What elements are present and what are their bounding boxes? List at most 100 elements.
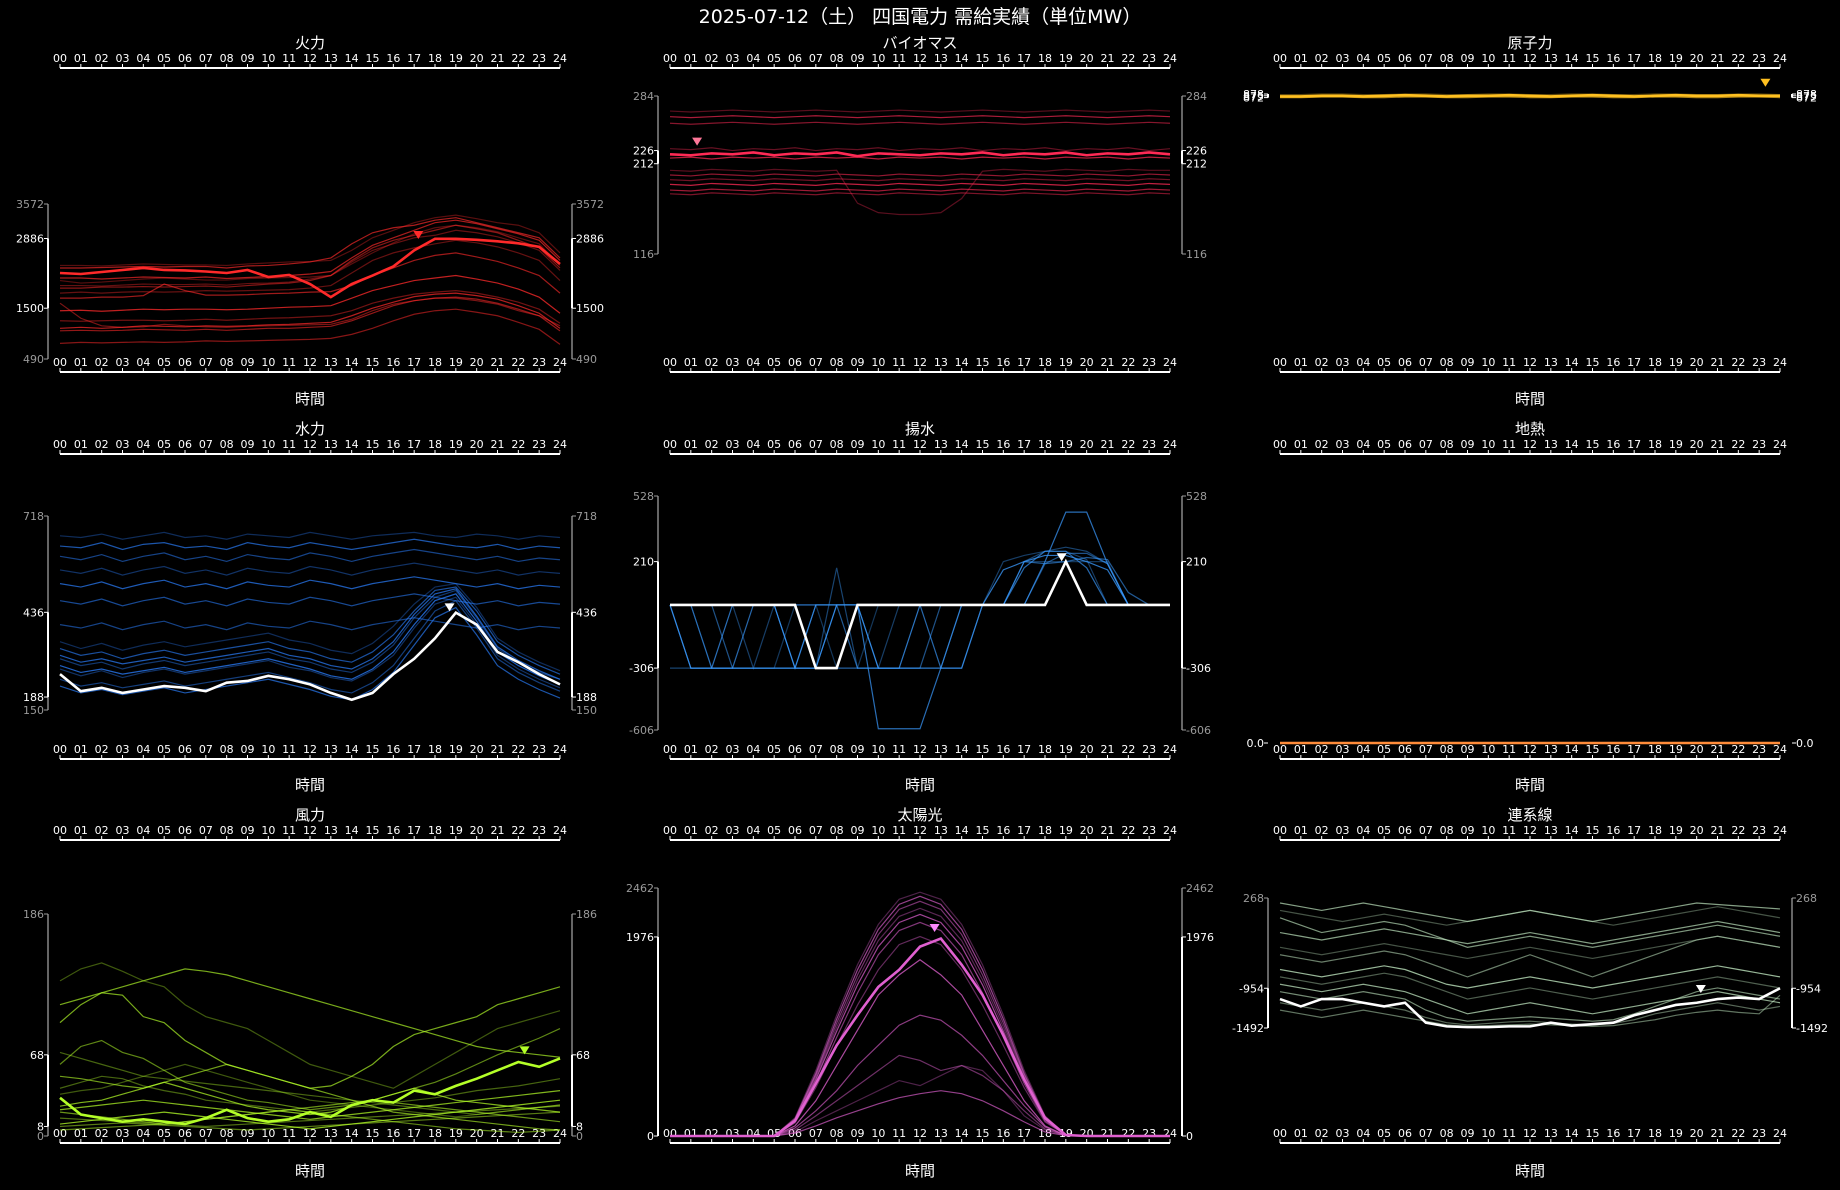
current-marker — [692, 137, 703, 146]
bottom-hour-axis-hour-label: 23 — [532, 1127, 546, 1140]
bottom-hour-axis-hour-label: 02 — [95, 1127, 109, 1140]
top-hour-axis-hour-label: 19 — [1059, 52, 1073, 65]
top-hour-axis-hour-label: 02 — [95, 438, 109, 451]
bottom-hour-axis-hour-label: 09 — [241, 356, 255, 369]
series-line — [670, 1064, 1170, 1137]
current-marker — [1695, 985, 1706, 993]
y-tick-label: -954 — [1796, 982, 1821, 995]
bottom-hour-axis-hour-label: 20 — [1080, 356, 1094, 369]
bottom-hour-axis-hour-label: 21 — [1711, 1127, 1725, 1140]
x-axis-label: 時間 — [1515, 776, 1545, 794]
top-hour-axis-hour-label: 00 — [53, 52, 67, 65]
top-hour-axis-hour-label: 12 — [303, 52, 317, 65]
series-line — [1279, 1002, 1781, 1026]
bottom-hour-axis-hour-label: 17 — [407, 1127, 421, 1140]
bottom-hour-axis-hour-label: 16 — [1606, 1127, 1620, 1140]
top-hour-axis-hour-label: 12 — [1523, 52, 1537, 65]
bottom-hour-axis-hour-label: 03 — [116, 356, 130, 369]
top-hour-axis-hour-label: 08 — [220, 438, 234, 451]
bottom-hour-axis-hour-label: 16 — [1606, 356, 1620, 369]
series-line — [669, 550, 1170, 671]
current-marker — [444, 603, 455, 612]
bottom-hour-axis-hour-label: 12 — [913, 1127, 927, 1140]
series-line — [59, 239, 561, 294]
top-hour-axis-hour-label: 05 — [157, 824, 171, 837]
series-line — [59, 593, 561, 685]
series-line — [670, 550, 1170, 671]
bottom-hour-axis-hour-label: 18 — [1648, 356, 1662, 369]
top-hour-axis-hour-label: 10 — [1481, 824, 1495, 837]
top-hour-axis-hour-label: 04 — [136, 52, 150, 65]
bottom-hour-axis-hour-label: 22 — [1121, 743, 1135, 756]
top-hour-axis-hour-label: 04 — [136, 438, 150, 451]
series-line — [59, 968, 561, 1058]
top-hour-axis-hour-label: 20 — [1080, 52, 1094, 65]
bottom-hour-axis-hour-label: 09 — [851, 1127, 865, 1140]
top-hour-axis-hour-label: 17 — [1017, 52, 1031, 65]
top-hour-axis-hour-label: 16 — [386, 438, 400, 451]
bottom-hour-axis-hour-label: 09 — [851, 356, 865, 369]
y-tick-label: 8 — [37, 1120, 44, 1133]
bottom-hour-axis-hour-label: 21 — [1101, 1127, 1115, 1140]
current-marker — [1760, 78, 1771, 87]
bottom-hour-axis-hour-label: 14 — [345, 1127, 359, 1140]
bottom-hour-axis-hour-label: 03 — [726, 1127, 740, 1140]
bottom-hour-axis-hour-label: 17 — [1627, 356, 1641, 369]
top-hour-axis-hour-label: 07 — [199, 438, 213, 451]
top-hour-axis-hour-label: 24 — [1163, 824, 1177, 837]
top-hour-axis-hour-label: 24 — [553, 52, 567, 65]
bottom-hour-axis-hour-label: 15 — [976, 356, 990, 369]
top-hour-axis-hour-label: 13 — [934, 438, 948, 451]
bottom-hour-axis-hour-label: 07 — [1419, 1127, 1433, 1140]
bottom-hour-axis-hour-label: 15 — [366, 1127, 380, 1140]
top-hour-axis-hour-label: 22 — [1121, 824, 1135, 837]
series-line — [670, 958, 1170, 1137]
top-hour-axis-hour-label: 10 — [261, 52, 275, 65]
bottom-hour-axis-hour-label: 23 — [1752, 1127, 1766, 1140]
y-tick-label: 878 — [1243, 88, 1264, 101]
bottom-hour-axis-hour-label: 22 — [1731, 1127, 1745, 1140]
bottom-hour-axis-hour-label: 17 — [407, 743, 421, 756]
top-hour-axis-hour-label: 08 — [220, 52, 234, 65]
top-hour-axis-hour-label: 03 — [1336, 52, 1350, 65]
top-hour-axis-hour-label: 01 — [684, 52, 698, 65]
top-hour-axis-hour-label: 00 — [1273, 438, 1287, 451]
series-line — [59, 224, 561, 284]
bottom-hour-axis-hour-label: 03 — [726, 356, 740, 369]
y-tick-label: 116 — [1186, 248, 1207, 261]
series-line — [59, 1063, 561, 1131]
bottom-hour-axis-hour-label: 14 — [1565, 743, 1579, 756]
bottom-hour-axis-hour-label: 12 — [1523, 356, 1537, 369]
chart-panel-4: 揚水 00 01 02 03 04 05 06 07 08 09 10 11 12 13 14 15 16 17 18… — [629, 420, 1211, 794]
top-hour-axis-hour-label: 00 — [53, 824, 67, 837]
y-tick-label: 210 — [1186, 556, 1207, 569]
series-line — [59, 593, 561, 607]
series-line — [59, 1028, 561, 1111]
bottom-hour-axis-hour-label: 01 — [684, 743, 698, 756]
top-hour-axis-hour-label: 17 — [407, 438, 421, 451]
bottom-hour-axis-hour-label: 11 — [1502, 356, 1516, 369]
bottom-hour-axis-hour-label: 18 — [1648, 1127, 1662, 1140]
top-hour-axis-hour-label: 07 — [199, 824, 213, 837]
bottom-hour-axis-hour-label: 00 — [53, 1127, 67, 1140]
series-line — [1279, 920, 1781, 945]
chart-panel-2: 原子力 00 01 02 03 04 05 06 07 08 09 10 11 12 13 14 15 16 17 1… — [1243, 34, 1817, 408]
bottom-hour-axis-hour-label: 05 — [1377, 1127, 1391, 1140]
bottom-hour-axis-hour-label: 06 — [178, 1127, 192, 1140]
top-hour-axis-hour-label: 23 — [532, 438, 546, 451]
top-hour-axis-hour-label: 17 — [407, 824, 421, 837]
top-hour-axis-hour-label: 20 — [470, 824, 484, 837]
y-tick-label: 528 — [1186, 490, 1207, 503]
series-line — [1279, 935, 1781, 978]
bottom-hour-axis-hour-label: 11 — [892, 743, 906, 756]
top-hour-axis-hour-label: 05 — [1377, 438, 1391, 451]
top-hour-axis-hour-label: 03 — [726, 52, 740, 65]
y-tick-label: 1976 — [626, 931, 654, 944]
top-hour-axis-hour-label: 06 — [1398, 824, 1412, 837]
y-tick-label: 0 — [1186, 1130, 1193, 1143]
bottom-hour-axis-hour-label: 07 — [1419, 743, 1433, 756]
bottom-hour-axis-hour-label: 11 — [1502, 743, 1516, 756]
bottom-hour-axis-hour-label: 01 — [74, 743, 88, 756]
bottom-hour-axis-hour-label: 15 — [1586, 743, 1600, 756]
series-line — [59, 548, 561, 563]
